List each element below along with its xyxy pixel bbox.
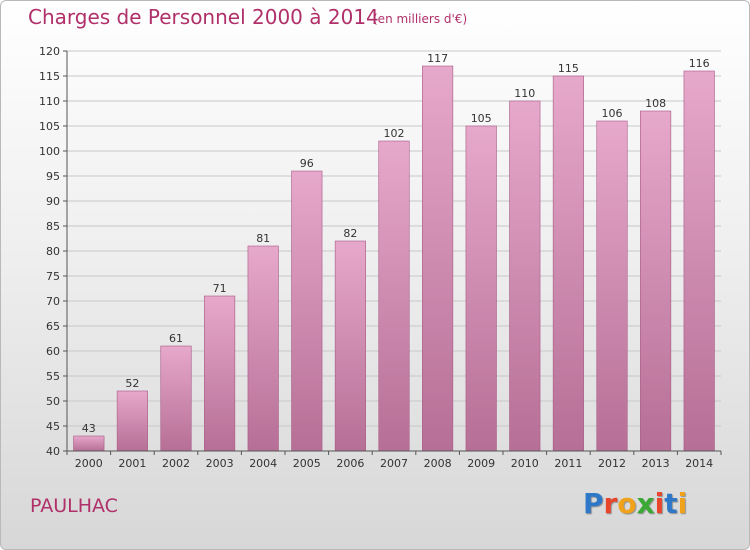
logo-letter: t	[664, 487, 678, 520]
x-tick-label: 2011	[554, 457, 582, 470]
data-label-2013: 108	[645, 97, 666, 110]
y-tick-label: 105	[39, 120, 60, 133]
chart-subtitle: (en milliers d'€)	[373, 12, 468, 26]
bar-2006	[334, 240, 366, 452]
bar-2003	[204, 295, 236, 452]
y-tick-label: 60	[46, 345, 60, 358]
data-label-2014: 116	[689, 57, 710, 70]
y-tick-label: 50	[46, 395, 60, 408]
data-label-2008: 117	[427, 52, 448, 65]
logo-letter: o	[617, 487, 637, 520]
bar-2001	[116, 390, 148, 452]
bar-2007	[378, 140, 410, 452]
logo-letter: r	[603, 487, 618, 520]
bar-2012	[596, 120, 628, 452]
y-tick-label: 40	[46, 445, 60, 458]
x-tick-label: 2013	[642, 457, 670, 470]
data-label-2010: 110	[514, 87, 535, 100]
bars: 43 52 61 71 81 96 82 102 117 105 110 115 106 108 116	[73, 52, 715, 452]
x-tick-label: 2007	[380, 457, 408, 470]
bar-2014	[683, 70, 715, 452]
x-tick-label: 2005	[293, 457, 321, 470]
y-tick-label: 80	[46, 245, 60, 258]
y-tick-label: 75	[46, 270, 60, 283]
y-tick-label: 90	[46, 195, 60, 208]
bar-2000	[73, 435, 105, 452]
data-label-2004: 81	[256, 232, 270, 245]
bar-2004	[247, 245, 279, 452]
x-tick-label: 2012	[598, 457, 626, 470]
bar-2009	[465, 125, 497, 452]
x-axis: 2000 2001 2002 2003 2004 2005 2006 2007 2008 2009…	[66, 450, 722, 470]
bar-2008	[422, 65, 454, 452]
y-tick-label: 115	[39, 70, 60, 83]
bar-2010	[509, 100, 541, 452]
data-label-2007: 102	[384, 127, 405, 140]
x-tick-label: 2002	[162, 457, 190, 470]
y-axis: 40 45 50 55 60 65 70 75 80 85 90 95 100 105 110 115 120	[39, 45, 68, 458]
x-tick-label: 2014	[685, 457, 713, 470]
data-label-2009: 105	[471, 112, 492, 125]
bar-2011	[552, 75, 584, 452]
data-label-2011: 115	[558, 62, 579, 75]
y-tick-label: 110	[39, 95, 60, 108]
x-tick-label: 2006	[336, 457, 364, 470]
y-tick-label: 100	[39, 145, 60, 158]
x-tick-label: 2004	[249, 457, 277, 470]
logo-letter: i	[677, 487, 688, 520]
y-tick-label: 45	[46, 420, 60, 433]
proxiti-logo[interactable]: Proxiti	[583, 487, 687, 520]
data-label-2006: 82	[343, 227, 357, 240]
logo-letter: i	[654, 487, 665, 520]
commune-name: PAULHAC	[30, 495, 118, 517]
data-label-2005: 96	[300, 157, 314, 170]
x-tick-label: 2008	[424, 457, 452, 470]
y-tick-label: 120	[39, 45, 60, 58]
x-tick-label: 2000	[75, 457, 103, 470]
bar-2002	[160, 345, 192, 452]
data-label-2001: 52	[125, 377, 139, 390]
y-tick-label: 70	[46, 295, 60, 308]
y-tick-label: 65	[46, 320, 60, 333]
logo-letter: P	[583, 487, 604, 520]
data-label-2003: 71	[213, 282, 227, 295]
logo-letter: x	[636, 487, 655, 520]
x-tick-label: 2003	[206, 457, 234, 470]
data-label-2000: 43	[82, 422, 96, 435]
y-tick-label: 95	[46, 170, 60, 183]
data-label-2002: 61	[169, 332, 183, 345]
x-tick-label: 2001	[118, 457, 146, 470]
x-tick-label: 2009	[467, 457, 495, 470]
x-tick-label: 2010	[511, 457, 539, 470]
y-tick-label: 55	[46, 370, 60, 383]
bar-2005	[291, 170, 323, 452]
chart-title: Charges de Personnel 2000 à 2014	[28, 5, 379, 29]
data-label-2012: 106	[602, 107, 623, 120]
bar-2013	[640, 110, 672, 452]
y-tick-label: 85	[46, 220, 60, 233]
